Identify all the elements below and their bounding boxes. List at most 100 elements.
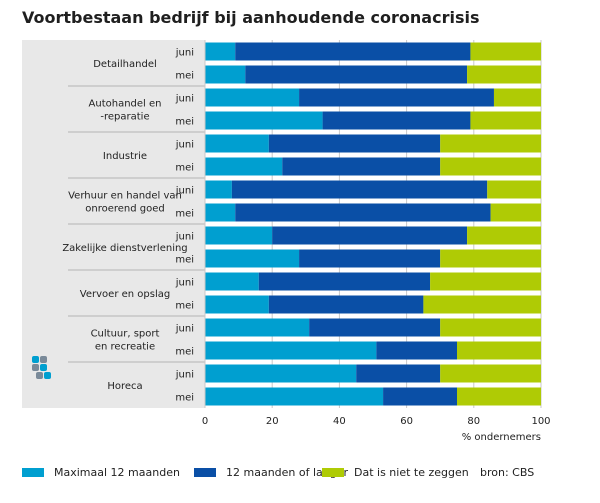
legend-swatch	[322, 468, 344, 477]
period-label: juni	[175, 94, 194, 105]
bar-segment	[205, 295, 269, 314]
bar-segment	[376, 341, 457, 360]
bar-segment	[470, 111, 541, 130]
legend-swatch	[22, 468, 44, 477]
bar-segment	[205, 387, 384, 406]
period-label: juni	[175, 232, 194, 243]
bar-segment	[235, 42, 471, 61]
bar-segment	[205, 272, 259, 291]
bar-segment	[205, 134, 269, 153]
bar-segment	[383, 387, 457, 406]
legend-label: 12 maanden of langer	[226, 466, 349, 479]
legend-swatch	[194, 468, 216, 477]
period-label: juni	[175, 186, 194, 197]
x-tick-label: 20	[266, 416, 279, 427]
period-label: juni	[175, 324, 194, 335]
category-label: Autohandel en	[89, 99, 162, 110]
cbs-logo-icon	[44, 372, 51, 379]
cbs-logo-icon	[40, 356, 47, 363]
bar-segment	[440, 249, 541, 268]
category-label: en recreatie	[95, 342, 155, 353]
category-label: Detailhandel	[93, 59, 157, 70]
bar-segment	[423, 295, 541, 314]
x-tick-label: 100	[531, 416, 550, 427]
category-label: Cultuur, sport	[91, 329, 160, 340]
chart-title: Voortbestaan bedrijf bij aanhoudende cor…	[22, 8, 480, 27]
bar-segment	[299, 88, 494, 107]
bar-segment	[268, 295, 424, 314]
bar-segment	[205, 364, 357, 383]
category-label: Industrie	[103, 151, 147, 162]
period-label: mei	[175, 301, 194, 312]
bar-segment	[430, 272, 541, 291]
bar-segment	[493, 88, 541, 107]
bar-segment	[440, 134, 541, 153]
period-label: mei	[175, 347, 194, 358]
legend-item: Dat is niet te zeggen	[322, 466, 469, 479]
bar-segment	[490, 203, 541, 222]
legend-item: Maximaal 12 maanden	[22, 466, 180, 479]
period-label: mei	[175, 255, 194, 266]
bar-segment	[205, 180, 232, 199]
bar-segment	[205, 318, 310, 337]
bar-segment	[268, 134, 441, 153]
period-label: mei	[175, 209, 194, 220]
bar-segment	[440, 364, 541, 383]
bar-segment	[309, 318, 441, 337]
bar-segment	[205, 203, 236, 222]
bar-segment	[470, 42, 541, 61]
period-label: juni	[175, 48, 194, 59]
x-tick-label: 80	[467, 416, 480, 427]
period-label: juni	[175, 278, 194, 289]
bar-segment	[322, 111, 471, 130]
bar-segment	[440, 157, 541, 176]
bar-segment	[205, 111, 323, 130]
cbs-logo-icon	[36, 372, 43, 379]
bar-segment	[205, 226, 273, 245]
period-label: mei	[175, 117, 194, 128]
period-label: mei	[175, 163, 194, 174]
bar-segment	[440, 318, 541, 337]
period-label: mei	[175, 393, 194, 404]
x-tick-label: 60	[400, 416, 413, 427]
bar-segment	[205, 341, 377, 360]
bar-segment	[205, 157, 283, 176]
legend-label: Maximaal 12 maanden	[54, 466, 180, 479]
bar-segment	[245, 65, 468, 84]
legend-label: Dat is niet te zeggen	[354, 466, 469, 479]
period-label: mei	[175, 71, 194, 82]
period-label: juni	[175, 370, 194, 381]
bar-segment	[231, 180, 488, 199]
bar-segment	[356, 364, 441, 383]
category-label: Verhuur en handel van	[68, 191, 182, 202]
category-label: Vervoer en opslag	[80, 289, 170, 300]
bar-segment	[282, 157, 441, 176]
bar-segment	[205, 42, 236, 61]
bar-segment	[258, 272, 431, 291]
bar-segment	[299, 249, 441, 268]
bar-segment	[467, 65, 541, 84]
cbs-logo-icon	[32, 364, 39, 371]
category-label: Horeca	[107, 381, 142, 392]
bar-segment	[467, 226, 541, 245]
source-label: bron: CBS	[480, 466, 535, 479]
legend: Maximaal 12 maanden 12 maanden of langer D…	[22, 466, 582, 484]
category-label: -reparatie	[100, 112, 149, 123]
category-label: onroerend goed	[85, 204, 165, 215]
bar-segment	[487, 180, 541, 199]
category-label: Zakelijke dienstverlening	[62, 243, 187, 254]
x-tick-label: 0	[202, 416, 208, 427]
x-axis-label: % ondernemers	[462, 432, 541, 443]
cbs-logo-icon	[32, 356, 39, 363]
bar-segment	[235, 203, 491, 222]
bar-segment	[205, 65, 246, 84]
stacked-bar-chart: Detailhandel juni mei Autohandel en -reparat…	[22, 40, 551, 443]
bar-segment	[457, 341, 541, 360]
period-label: juni	[175, 140, 194, 151]
bar-segment	[272, 226, 468, 245]
bar-segment	[205, 249, 300, 268]
x-tick-label: 40	[333, 416, 346, 427]
legend-item: 12 maanden of langer	[194, 466, 348, 479]
bar-segment	[457, 387, 541, 406]
cbs-logo-icon	[40, 364, 47, 371]
